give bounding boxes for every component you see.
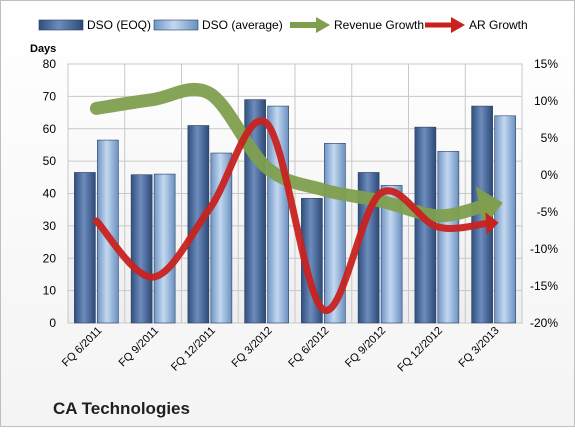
right-tick-label: -15% bbox=[530, 279, 558, 293]
x-tick-label: FQ 6/2011 bbox=[60, 325, 105, 370]
legend-label: Revenue Growth bbox=[334, 18, 424, 32]
bar-dso-average bbox=[153, 173, 176, 324]
legend-label: DSO (average) bbox=[202, 18, 283, 32]
legend-swatch bbox=[153, 19, 199, 31]
left-tick-label: 70 bbox=[43, 89, 57, 103]
legend-swatch-arrowhead bbox=[451, 17, 465, 33]
legend: DSO (EOQ) DSO (average) Revenue Growth AR G… bbox=[38, 17, 528, 33]
right-tick-label: -5% bbox=[537, 205, 559, 219]
legend-label: DSO (EOQ) bbox=[87, 18, 151, 32]
legend-swatch-arrowhead bbox=[316, 17, 330, 33]
series-line-ar-growth bbox=[92, 117, 490, 314]
left-axis-title: Days bbox=[30, 43, 56, 55]
growth-lines bbox=[89, 82, 503, 314]
x-axis: FQ 6/2011 FQ 9/2011 FQ 12/2011 FQ 3/2012 FQ … bbox=[60, 325, 502, 375]
legend-label: AR Growth bbox=[469, 18, 528, 32]
bar-dso-eoq bbox=[130, 174, 153, 324]
bar-dso-average bbox=[494, 115, 516, 324]
arrowhead-revenue-growth bbox=[475, 186, 503, 228]
x-tick-label: FQ 6/2012 bbox=[286, 325, 331, 370]
left-tick-label: 60 bbox=[43, 122, 57, 136]
bar-dso-average bbox=[380, 185, 403, 324]
left-tick-label: 50 bbox=[43, 154, 57, 168]
legend-swatch bbox=[38, 19, 84, 31]
x-tick-label: FQ 3/2013 bbox=[457, 325, 502, 370]
right-tick-label: 10% bbox=[534, 94, 558, 108]
x-tick-label: FQ 12/2012 bbox=[395, 325, 445, 375]
left-tick-label: 20 bbox=[43, 251, 57, 265]
right-axis: -20% -15% -10% -5% 0% 5% 10% 15% bbox=[530, 57, 558, 330]
right-tick-label: 0% bbox=[541, 168, 559, 182]
company-name: CA Technologies bbox=[53, 399, 190, 418]
left-tick-label: 80 bbox=[43, 57, 57, 71]
arrowhead-ar-growth bbox=[485, 212, 499, 235]
left-tick-label: 0 bbox=[49, 316, 56, 330]
x-tick-label: FQ 3/2012 bbox=[230, 325, 275, 370]
left-axis: 0 10 20 30 40 50 60 70 80 bbox=[43, 57, 57, 330]
bar-dso-average bbox=[437, 151, 460, 324]
right-tick-label: -20% bbox=[530, 316, 558, 330]
x-tick-label: FQ 9/2011 bbox=[117, 325, 162, 370]
right-tick-label: 15% bbox=[534, 57, 558, 71]
bar-dso-eoq bbox=[74, 172, 96, 324]
left-tick-label: 30 bbox=[43, 219, 57, 233]
left-tick-label: 10 bbox=[43, 284, 57, 298]
left-tick-label: 40 bbox=[43, 187, 57, 201]
right-tick-label: -10% bbox=[530, 242, 558, 256]
x-tick-label: FQ 12/2011 bbox=[169, 325, 218, 374]
right-tick-label: 5% bbox=[541, 131, 559, 145]
x-tick-label: FQ 9/2012 bbox=[343, 325, 388, 370]
